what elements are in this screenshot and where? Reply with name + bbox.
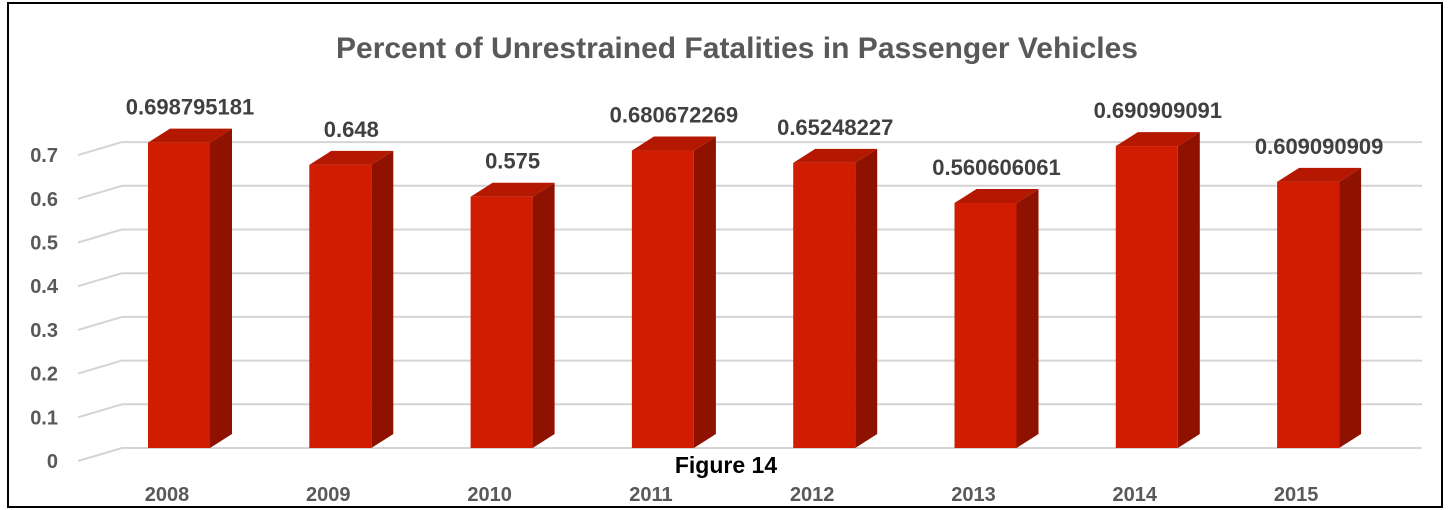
y-tick-label: 0.6: [30, 189, 58, 211]
y-axis-ticks: 0 0.1 0.2 0.3 0.4 0.5 0.6 0.7: [30, 145, 59, 473]
bar-side: [210, 128, 232, 448]
bar-side: [1177, 132, 1200, 448]
bar: [954, 189, 1039, 449]
data-label: 0.575: [485, 149, 540, 174]
y-tick-label: 0.1: [30, 407, 58, 429]
chart-title: Percent of Unrestrained Fatalities in Pa…: [336, 32, 1138, 65]
bars: [148, 128, 1362, 449]
data-labels: 0.698795181 0.648 0.575 0.680672269 0.652482…: [126, 95, 1384, 180]
bar-side: [532, 182, 555, 448]
bar: [309, 150, 394, 448]
bar-top: [793, 148, 878, 163]
bar-top: [1277, 167, 1362, 182]
bar: [148, 128, 232, 448]
y-tick-label: 0.3: [30, 320, 58, 342]
chart-frame: [7, 2, 1443, 508]
x-tick-label: 2008: [145, 484, 190, 506]
bar: [631, 136, 716, 449]
y-tick-label: 0.5: [30, 233, 58, 255]
gridlines: [77, 141, 1422, 462]
data-label: 0.648: [324, 117, 379, 142]
y-tick-label: 0.7: [30, 145, 58, 167]
y-tick-label: 0.2: [30, 364, 58, 386]
bar-front: [793, 162, 856, 449]
bar-front: [309, 164, 372, 448]
x-tick-label: 2015: [1274, 484, 1319, 506]
data-label: 0.65248227: [777, 115, 893, 140]
bar-top: [631, 136, 716, 151]
gridline-diagonal: [77, 272, 123, 288]
x-tick-label: 2011: [629, 484, 672, 506]
gridline-diagonal: [77, 228, 123, 244]
gridline-diagonal: [77, 315, 123, 331]
x-tick-label: 2014: [1113, 484, 1158, 506]
bar-side: [1339, 167, 1362, 448]
bar-top: [148, 128, 232, 143]
gridline-diagonal: [77, 184, 123, 200]
gridline-diagonal: [77, 359, 123, 375]
x-axis-ticks: 2008 2009 2010 2011 2012 2013 2014 2015: [145, 484, 1319, 506]
bar-front: [631, 150, 694, 449]
gridline-diagonal: [77, 141, 123, 157]
data-label: 0.560606061: [932, 155, 1060, 180]
bar-top: [309, 150, 394, 165]
bar: [1115, 132, 1200, 448]
gridline-diagonal: [77, 403, 123, 419]
bar: [470, 182, 555, 448]
bar: [793, 148, 878, 449]
figure-caption: Figure 14: [675, 452, 777, 478]
data-label: 0.609090909: [1255, 134, 1383, 159]
bar-front: [148, 142, 210, 448]
bar: [1277, 167, 1362, 448]
bar-front: [470, 196, 533, 448]
bar-top: [954, 189, 1039, 204]
x-tick-label: 2013: [951, 484, 996, 506]
x-tick-label: 2010: [467, 484, 512, 506]
x-tick-label: 2012: [790, 484, 835, 506]
data-label: 0.698795181: [126, 95, 254, 120]
bar-front: [1277, 181, 1340, 448]
gridline-diagonal: [77, 447, 123, 462]
bar-side: [693, 136, 716, 449]
x-tick-label: 2009: [306, 484, 351, 506]
bar-side: [855, 148, 878, 449]
bar-side: [1016, 189, 1039, 449]
data-label: 0.680672269: [610, 103, 738, 128]
y-tick-label: 0.4: [30, 276, 59, 298]
bar-front: [954, 203, 1017, 448]
bar-front: [1115, 146, 1178, 448]
y-tick-label: 0: [47, 451, 58, 473]
data-label: 0.690909091: [1094, 98, 1222, 123]
bar-top: [1115, 132, 1200, 147]
bar-top: [470, 182, 555, 197]
bar-side: [371, 150, 394, 448]
